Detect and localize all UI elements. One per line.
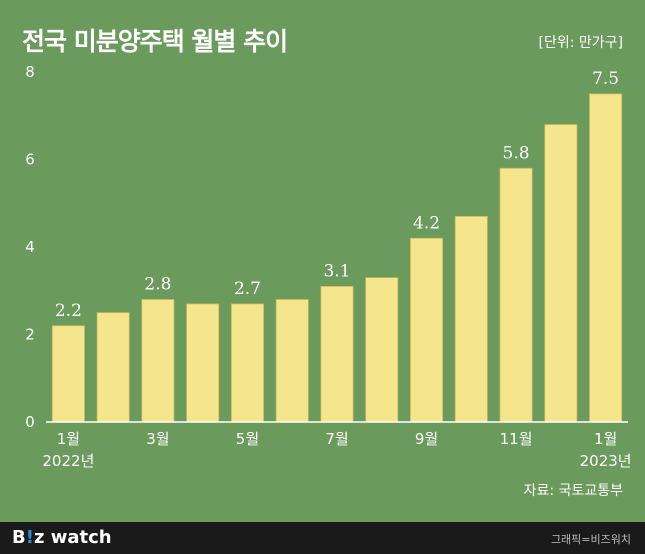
y-tick-label: 2: [25, 326, 35, 344]
data-label: 2.2: [55, 301, 82, 321]
x-tick-label: 1월: [57, 430, 80, 448]
data-label: 3.1: [323, 261, 350, 281]
chart-title: 전국 미분양주택 월별 추이: [22, 27, 288, 56]
bar: [454, 215, 488, 423]
data-labels: 2.2 2.8 2.7 3.1 4.2 5.8 7.5: [55, 69, 619, 321]
bar: [230, 303, 264, 423]
brand-suffix: z watch: [33, 527, 112, 548]
x-tick-year-label: 2022년: [42, 452, 94, 470]
x-tick-label: 3월: [146, 430, 169, 448]
y-axis-ticks: 0 2 4 6 8: [25, 63, 35, 431]
data-label: 4.2: [413, 213, 440, 233]
bar: [499, 167, 533, 423]
y-tick-label: 0: [25, 413, 35, 431]
y-tick-label: 4: [25, 238, 35, 256]
bar: [141, 299, 175, 423]
y-tick-label: 8: [25, 63, 35, 81]
bar: [96, 312, 130, 423]
graphic-credit: 그래픽=비즈워치: [550, 533, 631, 546]
x-tick-label: 7월: [325, 430, 348, 448]
bar: [410, 237, 444, 423]
bar: [186, 303, 220, 423]
bars: [51, 93, 623, 423]
x-tick-label: 1월: [594, 430, 617, 448]
data-label: 7.5: [592, 69, 619, 89]
bar: [320, 285, 354, 423]
brand-prefix: B: [12, 527, 26, 548]
brand-logo[interactable]: B!z watch: [12, 527, 112, 548]
bar: [51, 325, 85, 423]
data-label: 2.7: [234, 279, 261, 299]
footer-bar: B!z watch 그래픽=비즈워치: [0, 522, 645, 554]
x-tick-label: 11월: [500, 430, 533, 448]
bar-chart: 0 2 4 6 8 2.2 2.8 2.7 3.1 4.2 5.8 7.5 1월 2022년 3월 5월 7…: [25, 63, 631, 470]
data-label: 5.8: [503, 143, 530, 163]
x-tick-label: 5월: [236, 430, 259, 448]
bar: [275, 299, 309, 423]
brand-accent: !: [25, 527, 34, 548]
unit-label: [단위: 만가구]: [538, 35, 624, 51]
x-tick-year-label: 2023년: [580, 452, 632, 470]
bar: [365, 277, 399, 423]
x-tick-label: 9월: [415, 430, 438, 448]
data-label: 2.8: [144, 275, 171, 295]
bar: [589, 93, 623, 423]
y-tick-label: 6: [25, 151, 35, 169]
x-axis-ticks: 1월 2022년 3월 5월 7월 9월 11월 1월 2023년: [42, 430, 631, 470]
bar: [544, 124, 578, 423]
source-note: 자료: 국토교통부: [523, 483, 623, 499]
